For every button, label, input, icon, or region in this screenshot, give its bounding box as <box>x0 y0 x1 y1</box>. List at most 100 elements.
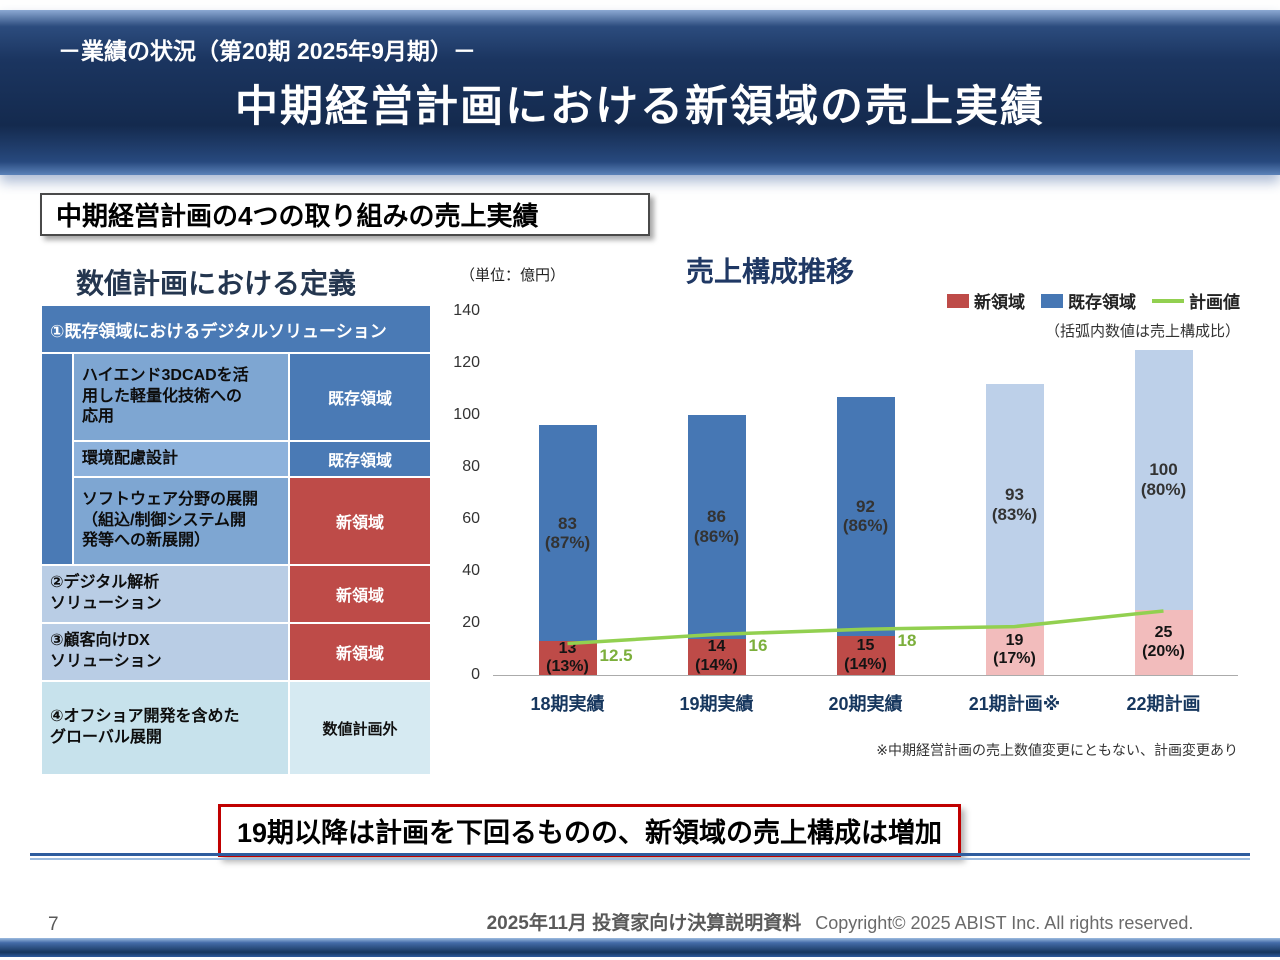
definition-table: ①既存領域におけるデジタルソリューション ハイエンド3DCADを活 用した軽量化… <box>42 306 430 774</box>
page-number: 7 <box>48 914 59 935</box>
initiative-text: ②デジタル解析 ソリューション <box>42 566 288 622</box>
existing-area-segment: 92 (86%) <box>836 396 895 636</box>
y-tick-label: 40 <box>462 562 480 579</box>
chart-legend: 新領域 既存領域 計画値 <box>947 288 1240 313</box>
x-axis-label: 19期実績 <box>679 694 754 714</box>
bar-value-label: 14 (14%) <box>695 638 738 674</box>
footer-text: 2025年11月 投資家向け決算説明資料 Copyright© 2025 ABIS… <box>420 908 1260 935</box>
divider-line-light <box>30 858 1250 860</box>
bar-group: 100 (80%) 25 (20%) <box>1089 312 1238 675</box>
existing-area-segment: 100 (80%) <box>1134 350 1193 610</box>
key-message-box: 19期以降は計画を下回るものの、新領域の売上構成は増加 <box>218 804 962 857</box>
bar-value-label: 25 (20%) <box>1142 624 1185 660</box>
plan-value-label: 12.5 <box>599 645 633 665</box>
x-axis-label: 20期実績 <box>828 694 903 714</box>
chart-footnote: ※中期経営計画の売上数値変更にともない、計画変更あり <box>876 742 1238 758</box>
footer-doc-label: 2025年11月 投資家向け決算説明資料 <box>486 913 802 934</box>
existing-area-segment: 93 (83%) <box>985 383 1044 626</box>
table-row: ②デジタル解析 ソリューション 新領域 <box>42 566 430 622</box>
slide-subtitle: －業績の状況（第20期 2025年9月期）－ <box>58 38 476 64</box>
stacked-bar: 83 (87%) 13 (13%) <box>538 425 597 676</box>
footer-copyright: Copyright© 2025 ABIST Inc. All rights re… <box>815 913 1194 933</box>
bar-value-label: 19 (17%) <box>993 631 1036 668</box>
new-area-swatch-icon <box>947 293 969 308</box>
plan-value-label: 16 <box>748 636 768 656</box>
legend-label: 既存領域 <box>1068 293 1136 312</box>
slide-title: 中期経営計画における新領域の売上実績 <box>235 83 1045 131</box>
bar-value-label: 86 (86%) <box>693 507 740 546</box>
indent-strip <box>42 354 72 564</box>
bar-group: 86 (86%) 14 (14%) <box>642 312 791 675</box>
category-tag: 新領域 <box>290 624 430 680</box>
category-tag: 新領域 <box>290 566 430 622</box>
y-tick-label: 0 <box>471 666 480 683</box>
existing-area-swatch-icon <box>1041 293 1063 308</box>
sales-composition-chart: （単位：億円） 売上構成推移 新領域 既存領域 計画値 （括弧内数値は売上構成比… <box>438 250 1252 770</box>
bottom-bar <box>0 938 1280 957</box>
x-axis-label: 21期計画※ <box>968 694 1061 714</box>
existing-area-segment: 86 (86%) <box>687 415 746 639</box>
divider-line-dark <box>30 853 1250 856</box>
unit-label: （単位：億円） <box>460 267 566 284</box>
definition-sub-block: ハイエンド3DCADを活 用した軽量化技術への 応用 既存領域 環境配慮設計 既… <box>42 354 430 564</box>
category-tag: 既存領域 <box>290 354 430 440</box>
bar-value-label: 100 (80%) <box>1140 460 1187 499</box>
bar-group: 93 (83%) 19 (17%) <box>940 312 1089 675</box>
y-tick-label: 120 <box>453 354 480 371</box>
initiative-text: ③顧客向けDX ソリューション <box>42 624 288 680</box>
legend-item-existing: 既存領域 <box>1041 288 1136 313</box>
initiative-text: ソフトウェア分野の展開 （組込/制御システム開 発等への新展開） <box>74 478 288 564</box>
legend-item-new: 新領域 <box>947 288 1025 313</box>
new-area-segment: 13 (13%) <box>538 639 597 676</box>
bar-value-label: 83 (87%) <box>544 513 591 553</box>
category-tag: 新領域 <box>290 478 430 564</box>
initiative-text: 環境配慮設計 <box>74 442 288 476</box>
category-tag: 数値計画外 <box>290 682 430 774</box>
bar-value-label: 92 (86%) <box>842 496 889 536</box>
section-heading-box: 中期経営計画の4つの取り組みの売上実績 <box>40 193 650 236</box>
new-area-segment: 25 (20%) <box>1134 610 1193 675</box>
plan-value-label: 18 <box>897 631 917 651</box>
table-row: ソフトウェア分野の展開 （組込/制御システム開 発等への新展開） 新領域 <box>74 478 430 564</box>
stacked-bar: 86 (86%) 14 (14%) <box>687 415 746 675</box>
stacked-bar: 92 (86%) 15 (14%) <box>836 396 895 675</box>
legend-label: 新領域 <box>974 293 1025 312</box>
initiative-text: ハイエンド3DCADを活 用した軽量化技術への 応用 <box>74 354 288 440</box>
definition-heading: 数値計画における定義 <box>76 268 357 299</box>
legend-label: 計画値 <box>1189 293 1240 312</box>
chart-note: （括弧内数値は売上構成比） <box>1044 323 1240 340</box>
category-tag: 既存領域 <box>290 442 430 476</box>
plot-area: 83 (87%) 13 (13%) 12.5 86 (86%) 14 (14%) 16 92 (86%… <box>493 312 1238 676</box>
stacked-bar: 93 (83%) 19 (17%) <box>985 383 1044 675</box>
table-row: ③顧客向けDX ソリューション 新領域 <box>42 624 430 680</box>
legend-item-plan: 計画値 <box>1152 288 1240 313</box>
bar-value-label: 15 (14%) <box>844 637 887 673</box>
initiative-text: ④オフショア開発を含めた グローバル展開 <box>42 682 288 774</box>
stacked-bar: 100 (80%) 25 (20%) <box>1134 350 1193 675</box>
y-tick-label: 60 <box>462 510 480 527</box>
x-axis-labels: 18期実績 19期実績 20期実績 21期計画※ 22期計画 <box>493 690 1238 714</box>
x-axis-label: 22期計画 <box>1126 694 1201 714</box>
key-message: 19期以降は計画を下回るものの、新領域の売上構成は増加 <box>237 818 943 848</box>
section-heading: 中期経営計画の4つの取り組みの売上実績 <box>56 201 539 231</box>
bar-group: 92 (86%) 15 (14%) <box>791 312 940 675</box>
x-axis-label: 18期実績 <box>530 694 605 714</box>
new-area-segment: 15 (14%) <box>836 636 895 675</box>
y-tick-label: 20 <box>462 614 480 631</box>
bar-value-label: 93 (83%) <box>991 485 1038 524</box>
y-tick-label: 100 <box>453 406 480 423</box>
bar-value-label: 13 (13%) <box>546 639 589 676</box>
bar-group: 83 (87%) 13 (13%) <box>493 312 642 675</box>
table-row: ④オフショア開発を含めた グローバル展開 数値計画外 <box>42 682 430 774</box>
existing-area-segment: 83 (87%) <box>538 425 597 642</box>
plan-line-swatch-icon <box>1152 298 1184 303</box>
y-tick-label: 80 <box>462 458 480 475</box>
new-area-segment: 14 (14%) <box>687 638 746 675</box>
y-tick-label: 140 <box>453 302 480 319</box>
footer-divider <box>30 853 1250 861</box>
table-row: ハイエンド3DCADを活 用した軽量化技術への 応用 既存領域 <box>74 354 430 440</box>
title-banner: －業績の状況（第20期 2025年9月期）－ 中期経営計画における新領域の売上実… <box>0 10 1280 175</box>
definition-header-row: ①既存領域におけるデジタルソリューション <box>42 306 430 352</box>
new-area-segment: 19 (17%) <box>985 625 1044 675</box>
